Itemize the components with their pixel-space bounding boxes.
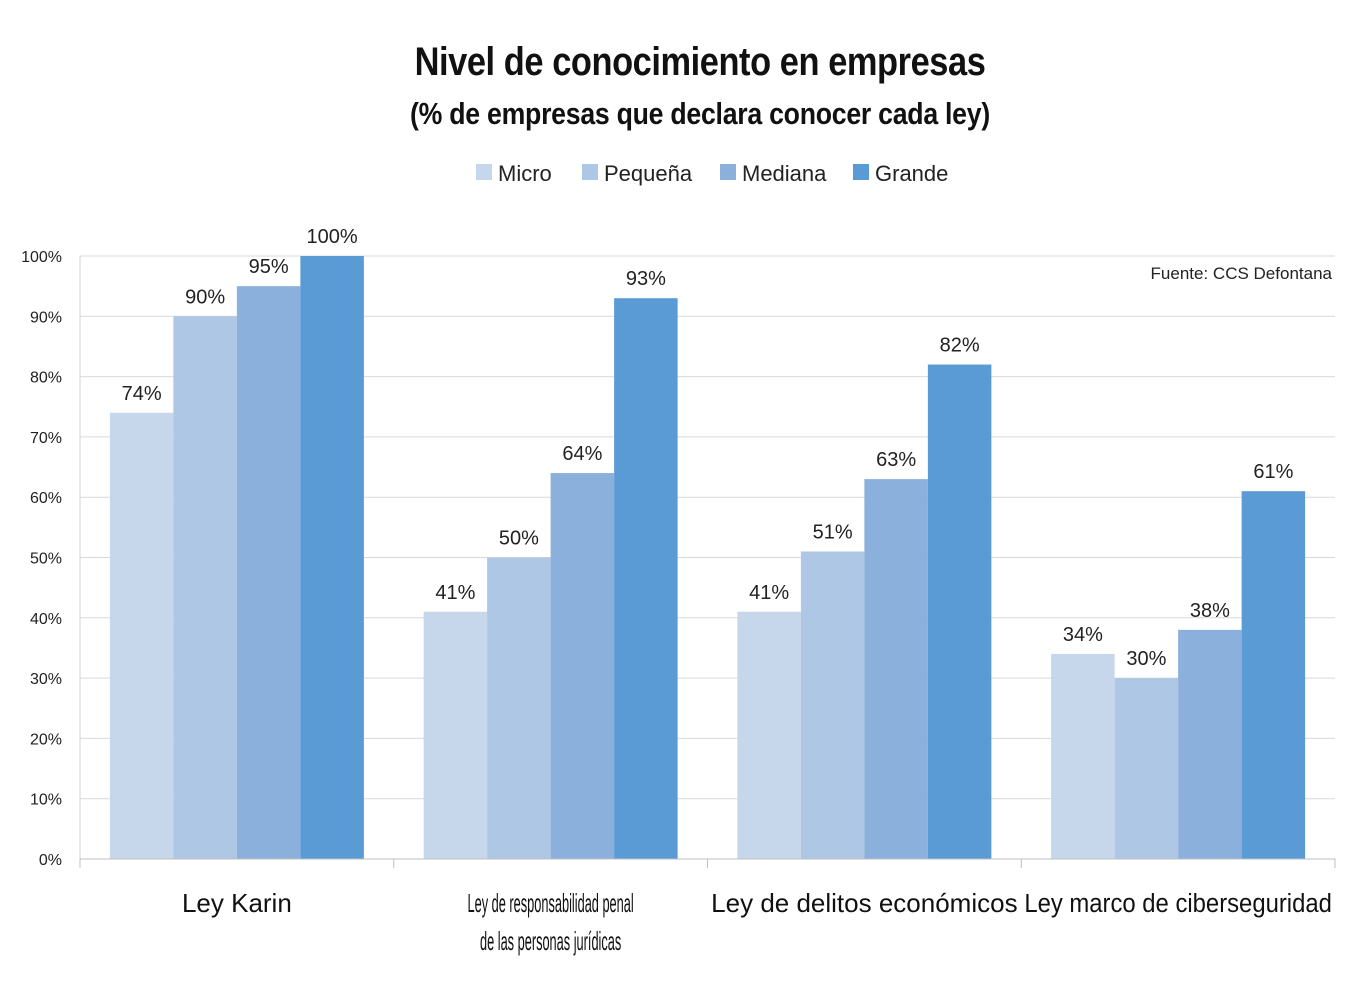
legend-swatch: [582, 164, 598, 180]
chart-title: Nivel de conocimiento en empresas: [414, 40, 986, 84]
legend-item-mediana: Mediana: [720, 161, 827, 186]
bar-grande: [1241, 491, 1306, 859]
x-category-label: Ley marco de ciberseguridad: [1024, 889, 1332, 918]
legend-swatch: [476, 164, 492, 180]
chart-subtitle: (% de empresas que declara conocer cada …: [410, 96, 990, 131]
data-label: 63%: [876, 449, 916, 471]
bar-peque-a: [173, 316, 237, 859]
data-label: 93%: [626, 268, 666, 290]
data-label: 50%: [499, 528, 539, 550]
y-tick-label: 80%: [30, 370, 62, 387]
data-label: 34%: [1063, 624, 1103, 646]
y-tick-label: 0%: [39, 852, 62, 869]
legend-item-peque-a: Pequeña: [582, 161, 693, 186]
y-tick-label: 40%: [30, 611, 62, 628]
legend-label: Grande: [875, 161, 948, 186]
bar-peque-a: [487, 557, 551, 859]
legend-item-micro: Micro: [476, 161, 552, 186]
y-tick-label: 30%: [30, 671, 62, 688]
data-label: 51%: [813, 521, 853, 543]
data-label: 38%: [1190, 600, 1230, 622]
legend-swatch: [720, 164, 736, 180]
legend-item-grande: Grande: [853, 161, 948, 186]
legend-swatch: [853, 164, 869, 180]
legend: Micro Pequeña Mediana Grande: [476, 161, 948, 186]
bar-mediana: [550, 473, 615, 859]
data-label: 90%: [185, 286, 225, 308]
y-tick-label: 100%: [21, 249, 62, 266]
bar-micro: [423, 611, 488, 859]
bar-micro: [1051, 653, 1115, 859]
y-tick-label: 70%: [30, 430, 62, 447]
legend-label: Pequeña: [604, 161, 693, 186]
bar-mediana: [864, 479, 928, 859]
source-note: Fuente: CCS Defontana: [1151, 264, 1333, 283]
bars: [109, 256, 1306, 860]
x-category-label: Ley de delitos económicos: [711, 888, 1017, 918]
data-label: 41%: [435, 582, 475, 604]
y-tick-label: 20%: [30, 731, 62, 748]
bar-grande: [927, 364, 992, 859]
bar-micro: [737, 611, 801, 859]
data-label: 74%: [122, 383, 162, 405]
axes: 0% 10% 20% 30% 40% 50% 60% 70% 80% 90% 100% Ley Kar…: [21, 249, 1336, 956]
data-label: 82%: [940, 335, 980, 357]
bar-grande: [614, 298, 678, 860]
bar-mediana: [1178, 629, 1242, 859]
bar-mediana: [236, 286, 301, 859]
legend-label: Mediana: [742, 161, 827, 186]
x-category-label: Ley Karin: [182, 888, 292, 918]
data-label: 30%: [1126, 648, 1166, 670]
y-tick-label: 10%: [30, 792, 62, 809]
data-label: 41%: [749, 582, 789, 604]
x-category-label: Ley de responsabilidad penal de las perso…: [468, 889, 634, 956]
y-tick-label: 90%: [30, 309, 62, 326]
y-tick-label: 60%: [30, 490, 62, 507]
data-label: 61%: [1253, 461, 1293, 483]
y-tick-label: 50%: [30, 551, 62, 568]
data-labels: 74% 90% 95% 100% 41% 50% 64% 93% 41% 51% 63% 82% 34%…: [122, 226, 1294, 670]
data-label: 64%: [562, 443, 602, 465]
data-label: 95%: [249, 256, 289, 278]
bar-peque-a: [800, 551, 865, 859]
bar-peque-a: [1114, 678, 1179, 859]
legend-label: Micro: [498, 161, 552, 186]
bar-micro: [109, 412, 174, 859]
data-label: 100%: [307, 226, 358, 248]
bar-grande: [300, 256, 364, 859]
